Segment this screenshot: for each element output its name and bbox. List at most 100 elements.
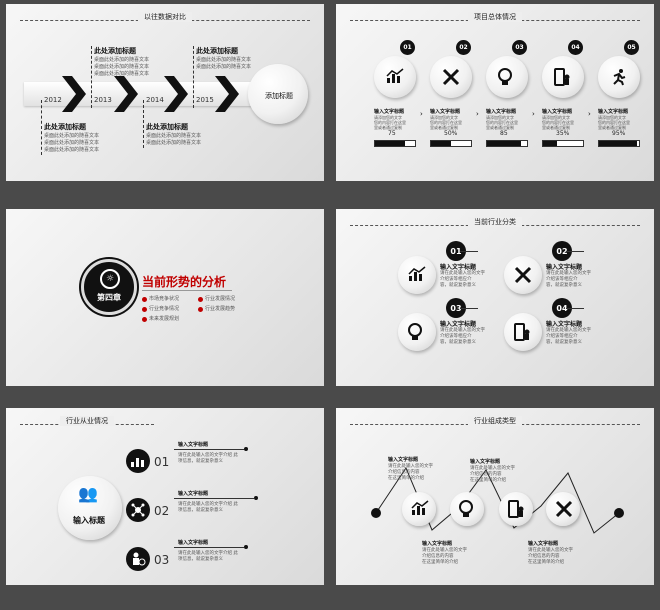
slide-title: 当前行业分类 xyxy=(468,217,522,227)
slide-21[interactable]: ☼ 第四章 当前形势的分析 市场竞争状况 行业发展情况 行业竞争情况 行业发展趋… xyxy=(6,209,324,386)
runner-icon: ☼ xyxy=(100,269,120,289)
bullet-dot xyxy=(198,307,203,312)
center-circle xyxy=(248,64,308,124)
block-heading: 此处添加标题 xyxy=(44,123,86,131)
item-value: 35% xyxy=(556,130,570,137)
block-heading: 此处添加标题 xyxy=(146,123,188,131)
item-number: 01 xyxy=(154,455,170,469)
phone-icon xyxy=(508,500,524,522)
item-heading: 输入文字标题 xyxy=(178,540,209,546)
chevron-right-icon: › xyxy=(532,110,535,118)
chevron-right-icon: › xyxy=(420,110,423,118)
bullet-item: 未来发展规划 xyxy=(149,316,180,322)
progress-bar xyxy=(486,140,528,147)
runner-icon xyxy=(610,68,628,90)
number-badge: 01 xyxy=(446,241,466,261)
item-number: 03 xyxy=(154,553,170,567)
chart-icon xyxy=(386,68,404,88)
number-badge: 01 xyxy=(400,40,415,55)
line-end-dot xyxy=(244,545,248,549)
chart-icon xyxy=(408,266,426,286)
line-end-dot xyxy=(244,447,248,451)
slide-title: 以往数据对比 xyxy=(138,12,192,22)
tools-icon xyxy=(514,266,532,288)
bulb-icon xyxy=(408,323,422,345)
item-circle xyxy=(398,313,436,351)
zigzag-line xyxy=(371,466,624,534)
item-heading: 输入文字标题 xyxy=(546,321,583,328)
progress-bar xyxy=(598,140,640,147)
bullet-dot xyxy=(198,297,203,302)
slide-19[interactable]: 以往数据对比 添加标题 2012 2013 2014 2015 此处添加标题 桌… xyxy=(6,4,324,181)
bullet-dot xyxy=(142,317,147,322)
slide-title: 行业组成类型 xyxy=(468,416,522,426)
item-circle xyxy=(499,492,533,526)
line-end-dot xyxy=(254,496,258,500)
number-badge: 04 xyxy=(568,40,583,55)
people-icon: 👥 xyxy=(78,484,98,503)
number-badge: 04 xyxy=(552,298,572,318)
chevron-icons xyxy=(62,76,239,112)
item-heading: 输入文字标题 xyxy=(374,109,405,115)
item-heading: 输入文字标题 xyxy=(178,491,209,497)
item-heading: 输入文字标题 xyxy=(528,541,559,547)
item-heading: 输入文字标题 xyxy=(546,264,583,271)
chart-icon xyxy=(126,449,150,473)
bullet-dot xyxy=(142,297,147,302)
center-label: 添加标题 xyxy=(265,92,293,100)
bulb-icon xyxy=(459,500,473,522)
item-heading: 输入文字标题 xyxy=(430,109,461,115)
item-heading: 输入文字标题 xyxy=(486,109,517,115)
slide-20[interactable]: 项目总体情况 01 输入文字标题 请添加您的文字 您的内容打在这里 里或者通过复制 … xyxy=(336,4,654,181)
slide-22[interactable]: 当前行业分类 01 输入文字标题 请在此处输入您的文字 介绍该等相应介 容，就说复杂… xyxy=(336,209,654,386)
clock-person-icon xyxy=(126,547,150,571)
bulb-icon xyxy=(498,68,512,90)
item-circle xyxy=(486,56,528,98)
year-2014: 2014 xyxy=(146,96,164,104)
slide-24[interactable]: 行业组成类型 输入文字标题 请在此处输入您的文字 介绍信息的内容 在这里简单的介绍 … xyxy=(336,408,654,585)
network-icon xyxy=(126,498,150,522)
item-heading: 输入文字标题 xyxy=(440,264,477,271)
item-heading: 输入文字标题 xyxy=(470,459,501,465)
year-2013: 2013 xyxy=(94,96,112,104)
progress-bar xyxy=(430,140,472,147)
chapter-label: 第四章 xyxy=(97,293,121,302)
year-2015: 2015 xyxy=(196,96,214,104)
item-value: 50% xyxy=(444,130,458,137)
chart-icon xyxy=(411,500,429,520)
item-heading: 输入文字标题 xyxy=(440,321,477,328)
arrow-band xyxy=(24,82,254,106)
item-value: 95% xyxy=(612,130,626,137)
bullet-item: 市场竞争状况 xyxy=(149,296,180,302)
item-number: 02 xyxy=(154,504,170,518)
bullet-item: 行业竞争情况 xyxy=(149,306,180,312)
item-value: 75 xyxy=(388,130,396,137)
slide-title: 项目总体情况 xyxy=(468,12,522,22)
bullet-dot xyxy=(142,307,147,312)
item-circle xyxy=(450,492,484,526)
item-heading: 输入文字标题 xyxy=(598,109,629,115)
tools-icon xyxy=(555,500,573,522)
phone-icon xyxy=(514,323,530,345)
item-heading: 输入文字标题 xyxy=(542,109,573,115)
number-badge: 05 xyxy=(624,40,639,55)
number-badge: 03 xyxy=(446,298,466,318)
chevron-right-icon: › xyxy=(476,110,479,118)
center-label: 输入标题 xyxy=(73,516,105,525)
item-value: 85 xyxy=(500,130,508,137)
bullet-item: 行业发展趋势 xyxy=(205,306,236,312)
number-badge: 02 xyxy=(456,40,471,55)
chevron-right-icon: › xyxy=(588,110,591,118)
phone-icon xyxy=(554,68,570,90)
item-heading: 输入文字标题 xyxy=(422,541,453,547)
year-2012: 2012 xyxy=(44,96,62,104)
block-heading: 此处添加标题 xyxy=(196,47,238,55)
number-badge: 02 xyxy=(552,241,572,261)
slide-23[interactable]: 行业从业情况 👥 输入标题 01 输入文字标题 请在此处输入您的文字介绍 此项信… xyxy=(6,408,324,585)
tools-icon xyxy=(442,68,460,90)
block-heading: 此处添加标题 xyxy=(94,47,136,55)
center-circle xyxy=(58,476,122,540)
chapter-title: 当前形势的分析 xyxy=(142,275,227,289)
slide-title: 行业从业情况 xyxy=(60,416,114,426)
progress-bar xyxy=(542,140,584,147)
